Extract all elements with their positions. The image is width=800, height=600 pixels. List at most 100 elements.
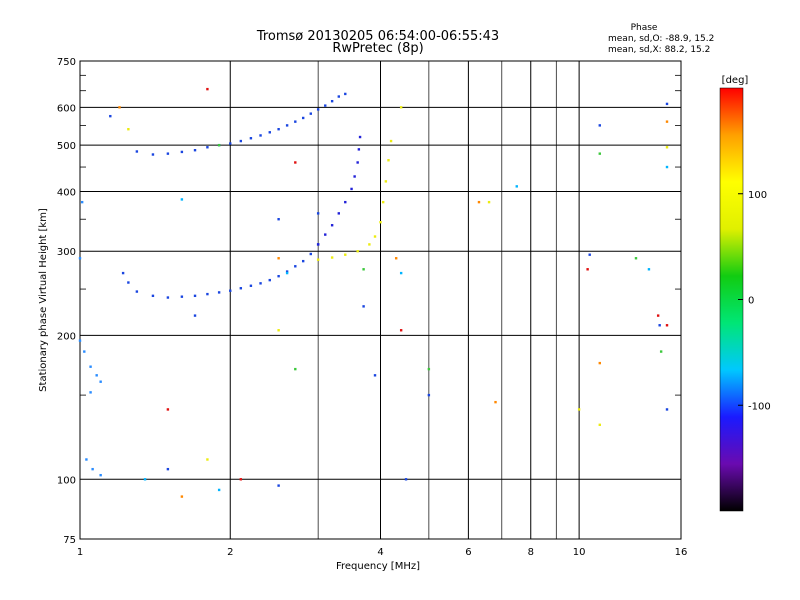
y-tick-label: 100: [57, 475, 76, 486]
low-frequency-echoes-point: [80, 200, 84, 204]
o-cusp-trace-point: [324, 233, 327, 236]
scattered-echoes-point: [373, 374, 377, 377]
x-trace-point: [316, 258, 320, 261]
o-high-trace-point: [309, 112, 312, 115]
y-tick-label: 750: [57, 57, 76, 68]
low-frequency-echoes-point: [99, 380, 102, 383]
x-tick-label: 4: [377, 547, 383, 558]
scattered-echoes-point: [193, 314, 197, 317]
scattered-echoes-point: [362, 305, 365, 308]
low-frequency-echoes-point: [89, 391, 92, 394]
scattered-echoes-point: [285, 271, 289, 275]
low-frequency-echoes-point: [83, 350, 86, 353]
x-trace-point: [368, 243, 371, 246]
colorbar-tick-label: 0: [748, 296, 754, 307]
o-cusp-trace-point: [316, 243, 320, 246]
scattered-echoes-point: [598, 361, 601, 365]
y-ticks: 75 100 200 300 400 500 600 750: [57, 57, 681, 546]
scattered-echoes-point: [277, 257, 280, 260]
o-cusp-trace-point: [337, 212, 340, 215]
scattered-echoes-point: [109, 114, 112, 118]
o-low-trace-point: [127, 281, 130, 284]
scattered-echoes-point: [277, 484, 280, 487]
low-frequency-echoes-point: [78, 339, 82, 342]
scattered-echoes-point: [665, 146, 669, 149]
o-cusp-trace-point: [344, 200, 347, 204]
y-axis-label: Stationary phase Virtual Height [km]: [38, 208, 49, 392]
o-low-trace-point: [206, 292, 209, 296]
stats-heading: Phase: [631, 23, 658, 33]
o-cusp-trace-point: [350, 187, 353, 191]
low-frequency-echoes-point: [85, 458, 88, 461]
o-high-trace-point: [193, 149, 197, 152]
o-high-trace-point: [135, 150, 139, 153]
x-trace-point: [389, 139, 393, 143]
low-frequency-echoes-point: [91, 467, 94, 471]
scattered-echoes-point: [166, 467, 170, 471]
scattered-echoes-point: [277, 218, 280, 221]
x-tick-label: 16: [675, 547, 688, 558]
y-tick-label: 400: [57, 187, 76, 198]
colorbar-tick-label: 100: [748, 190, 767, 201]
scattered-echoes-point: [586, 268, 589, 271]
x-trace-point: [373, 235, 377, 238]
o-high-trace-point: [206, 146, 209, 149]
scattered-echoes-point: [515, 185, 518, 188]
scattered-echoes-point: [399, 329, 403, 332]
scattered-echoes-point: [277, 329, 280, 332]
o-high-trace-point: [337, 95, 340, 98]
scattered-echoes-point: [427, 393, 431, 397]
low-frequency-echoes-point: [95, 374, 98, 377]
scattered-echoes-point: [294, 161, 297, 164]
scattered-echoes-point: [658, 324, 661, 327]
scattered-echoes-point: [180, 495, 184, 498]
x-trace-point: [384, 180, 388, 183]
o-high-trace-point: [316, 108, 320, 111]
o-low-trace-point: [277, 274, 280, 278]
scattered-echoes-point: [656, 314, 660, 317]
o-low-trace-point: [229, 289, 232, 292]
o-high-trace-point: [166, 152, 170, 155]
o-low-trace-point: [193, 294, 197, 298]
scattered-echoes-point: [659, 350, 663, 353]
y-tick-label: 500: [57, 141, 76, 152]
x-ticks: 1 2 4 6 8 10 16: [77, 547, 688, 558]
o-high-trace-point: [294, 120, 297, 123]
x-axis-label: Frequency [MHz]: [336, 561, 420, 572]
o-low-trace-point: [268, 278, 271, 282]
scattered-echoes-point: [294, 367, 297, 371]
scattered-echoes-point: [399, 106, 403, 109]
data-points: [78, 87, 669, 498]
o-low-trace-point: [180, 295, 184, 298]
scattered-echoes-point: [206, 87, 209, 91]
colorbar: [deg] 100 0 -100: [719, 75, 771, 512]
colorbar-tick-label: -100: [748, 401, 771, 412]
x-tick-label: 2: [227, 547, 233, 558]
stats-mean-x: mean, sd,X: 88.2, 15.2: [608, 45, 710, 55]
o-high-trace-point: [249, 137, 253, 140]
scattered-echoes-point: [404, 478, 408, 481]
o-high-trace-point: [301, 116, 305, 120]
scattered-echoes-point: [598, 423, 601, 427]
scattered-echoes-point: [588, 253, 591, 256]
o-cusp-trace-point: [358, 135, 362, 139]
o-low-trace-point: [301, 259, 305, 263]
scattered-echoes-point: [665, 102, 669, 106]
y-tick-label: 200: [57, 331, 76, 342]
o-high-trace-point: [277, 128, 280, 131]
x-tick-label: 10: [573, 547, 586, 558]
scattered-echoes-point: [399, 271, 403, 275]
o-cusp-trace-point: [353, 175, 356, 178]
colorbar-ticks: 100 0 -100: [738, 190, 771, 412]
scattered-echoes-point: [647, 268, 651, 271]
o-low-trace-point: [217, 291, 221, 294]
y-tick-label: 75: [63, 535, 76, 546]
chart-title: Tromsø 20130205 06:54:00-06:55:43: [256, 29, 499, 44]
scattered-echoes-point: [217, 143, 221, 147]
x-tick-label: 8: [528, 547, 534, 558]
scattered-echoes-point: [577, 408, 581, 411]
scattered-echoes-point: [316, 212, 320, 215]
o-low-trace-point: [259, 282, 262, 285]
scattered-echoes-point: [665, 165, 669, 169]
